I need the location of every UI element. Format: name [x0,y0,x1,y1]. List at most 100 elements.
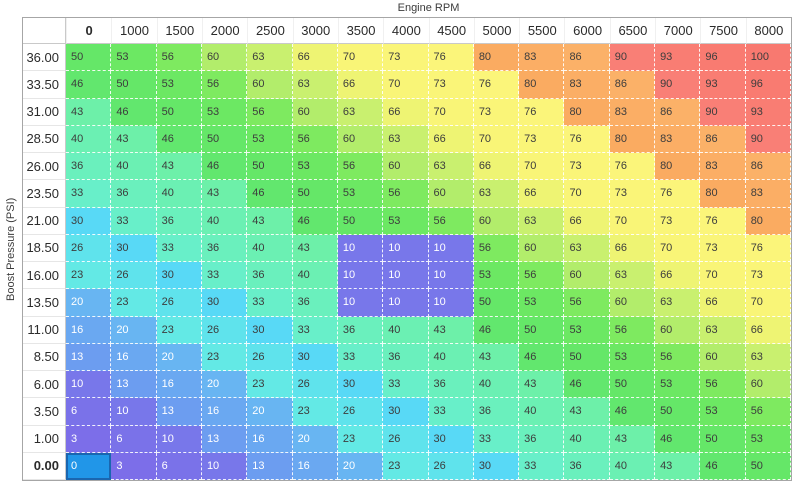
table-cell[interactable]: 63 [473,180,520,208]
table-cell[interactable]: 13 [201,425,248,453]
table-cell[interactable]: 43 [519,371,565,399]
table-cell[interactable]: 53 [609,343,656,371]
table-cell[interactable]: 60 [745,371,791,399]
table-cell[interactable]: 36 [156,207,202,235]
column-header[interactable]: 6000 [564,18,610,44]
table-cell[interactable]: 20 [111,316,157,344]
table-cell[interactable]: 50 [745,452,791,480]
table-cell[interactable]: 46 [247,180,293,208]
table-cell[interactable]: 40 [247,234,293,262]
table-cell[interactable]: 43 [292,234,338,262]
row-header[interactable]: 6.00 [23,371,66,399]
row-header[interactable]: 28.50 [23,125,66,153]
table-cell[interactable]: 66 [337,71,384,99]
table-cell[interactable]: 50 [156,98,202,126]
table-cell[interactable]: 40 [292,262,338,290]
table-cell[interactable]: 60 [383,153,429,181]
table-cell[interactable]: 40 [609,452,656,480]
table-cell[interactable]: 56 [201,71,248,99]
table-cell[interactable]: 43 [156,153,202,181]
table-cell[interactable]: 56 [745,398,791,426]
table-cell[interactable]: 96 [700,44,746,72]
table-cell[interactable]: 10 [201,452,248,480]
table-cell[interactable]: 73 [473,98,520,126]
table-cell[interactable]: 43 [564,398,610,426]
table-cell[interactable]: 33 [247,289,293,317]
table-cell[interactable]: 96 [745,71,791,99]
table-cell[interactable]: 16 [201,398,248,426]
table-cell[interactable]: 33 [111,207,157,235]
table-cell[interactable]: 30 [428,425,474,453]
row-header[interactable]: 33.50 [23,71,66,99]
table-cell[interactable]: 70 [564,180,610,208]
table-cell[interactable]: 73 [383,44,429,72]
table-cell[interactable]: 60 [700,343,746,371]
table-cell[interactable]: 90 [609,44,656,72]
table-cell[interactable]: 46 [156,125,202,153]
table-cell[interactable]: 16 [111,343,157,371]
table-cell[interactable]: 36 [66,153,112,181]
column-header[interactable]: 4500 [428,18,474,44]
table-cell[interactable]: 50 [609,371,656,399]
row-header[interactable]: 13.50 [23,289,66,317]
table-cell[interactable]: 53 [111,44,157,72]
table-cell[interactable]: 50 [66,44,112,72]
table-cell[interactable]: 46 [111,98,157,126]
table-cell[interactable]: 23 [111,289,157,317]
table-cell[interactable]: 90 [700,98,746,126]
table-cell[interactable]: 10 [383,289,429,317]
table-cell[interactable]: 76 [700,207,746,235]
table-cell[interactable]: 33 [473,425,520,453]
table-cell[interactable]: 23 [247,371,293,399]
table-cell[interactable]: 73 [519,125,565,153]
table-cell[interactable]: 43 [473,343,520,371]
row-header[interactable]: 8.50 [23,343,66,371]
table-cell[interactable]: 83 [519,44,565,72]
table-cell[interactable]: 30 [111,234,157,262]
table-cell[interactable]: 100 [745,44,791,72]
column-header[interactable]: 1500 [156,18,202,44]
table-cell[interactable]: 56 [428,207,474,235]
table-cell[interactable]: 40 [383,316,429,344]
table-cell[interactable]: 53 [292,153,338,181]
table-cell[interactable]: 16 [156,371,202,399]
table-cell[interactable]: 46 [201,153,248,181]
table-cell[interactable]: 66 [609,234,656,262]
table-cell[interactable]: 50 [700,425,746,453]
table-cell[interactable]: 30 [383,398,429,426]
table-cell[interactable]: 20 [292,425,338,453]
table-cell[interactable]: 46 [473,316,520,344]
table-cell[interactable]: 60 [473,207,520,235]
table-cell[interactable]: 26 [292,371,338,399]
table-cell[interactable]: 60 [247,71,293,99]
table-cell[interactable]: 40 [111,153,157,181]
table-cell[interactable]: 26 [337,398,384,426]
table-cell[interactable]: 23 [66,262,112,290]
table-cell[interactable]: 60 [201,44,248,72]
table-cell[interactable]: 26 [247,343,293,371]
table-cell[interactable]: 40 [201,207,248,235]
table-cell[interactable]: 40 [66,125,112,153]
table-cell[interactable]: 56 [473,234,520,262]
column-header[interactable]: 8000 [745,18,791,44]
table-cell[interactable]: 6 [66,398,112,426]
table-cell[interactable]: 46 [609,398,656,426]
table-cell[interactable]: 63 [564,234,610,262]
table-cell[interactable]: 60 [655,316,701,344]
table-cell[interactable]: 50 [247,153,293,181]
table-cell[interactable]: 76 [519,98,565,126]
table-cell[interactable]: 56 [700,371,746,399]
table-cell[interactable]: 33 [66,180,112,208]
table-cell[interactable]: 60 [428,180,474,208]
table-cell[interactable]: 33 [201,262,248,290]
table-cell[interactable]: 56 [519,262,565,290]
table-cell[interactable]: 66 [700,289,746,317]
table-cell[interactable]: 53 [247,125,293,153]
table-cell[interactable]: 70 [383,71,429,99]
table-cell[interactable]: 50 [519,316,565,344]
table-cell[interactable]: 70 [473,125,520,153]
table-cell[interactable]: 10 [337,289,384,317]
table-cell[interactable]: 70 [428,98,474,126]
table-cell[interactable]: 43 [201,180,248,208]
table-cell[interactable]: 10 [383,262,429,290]
